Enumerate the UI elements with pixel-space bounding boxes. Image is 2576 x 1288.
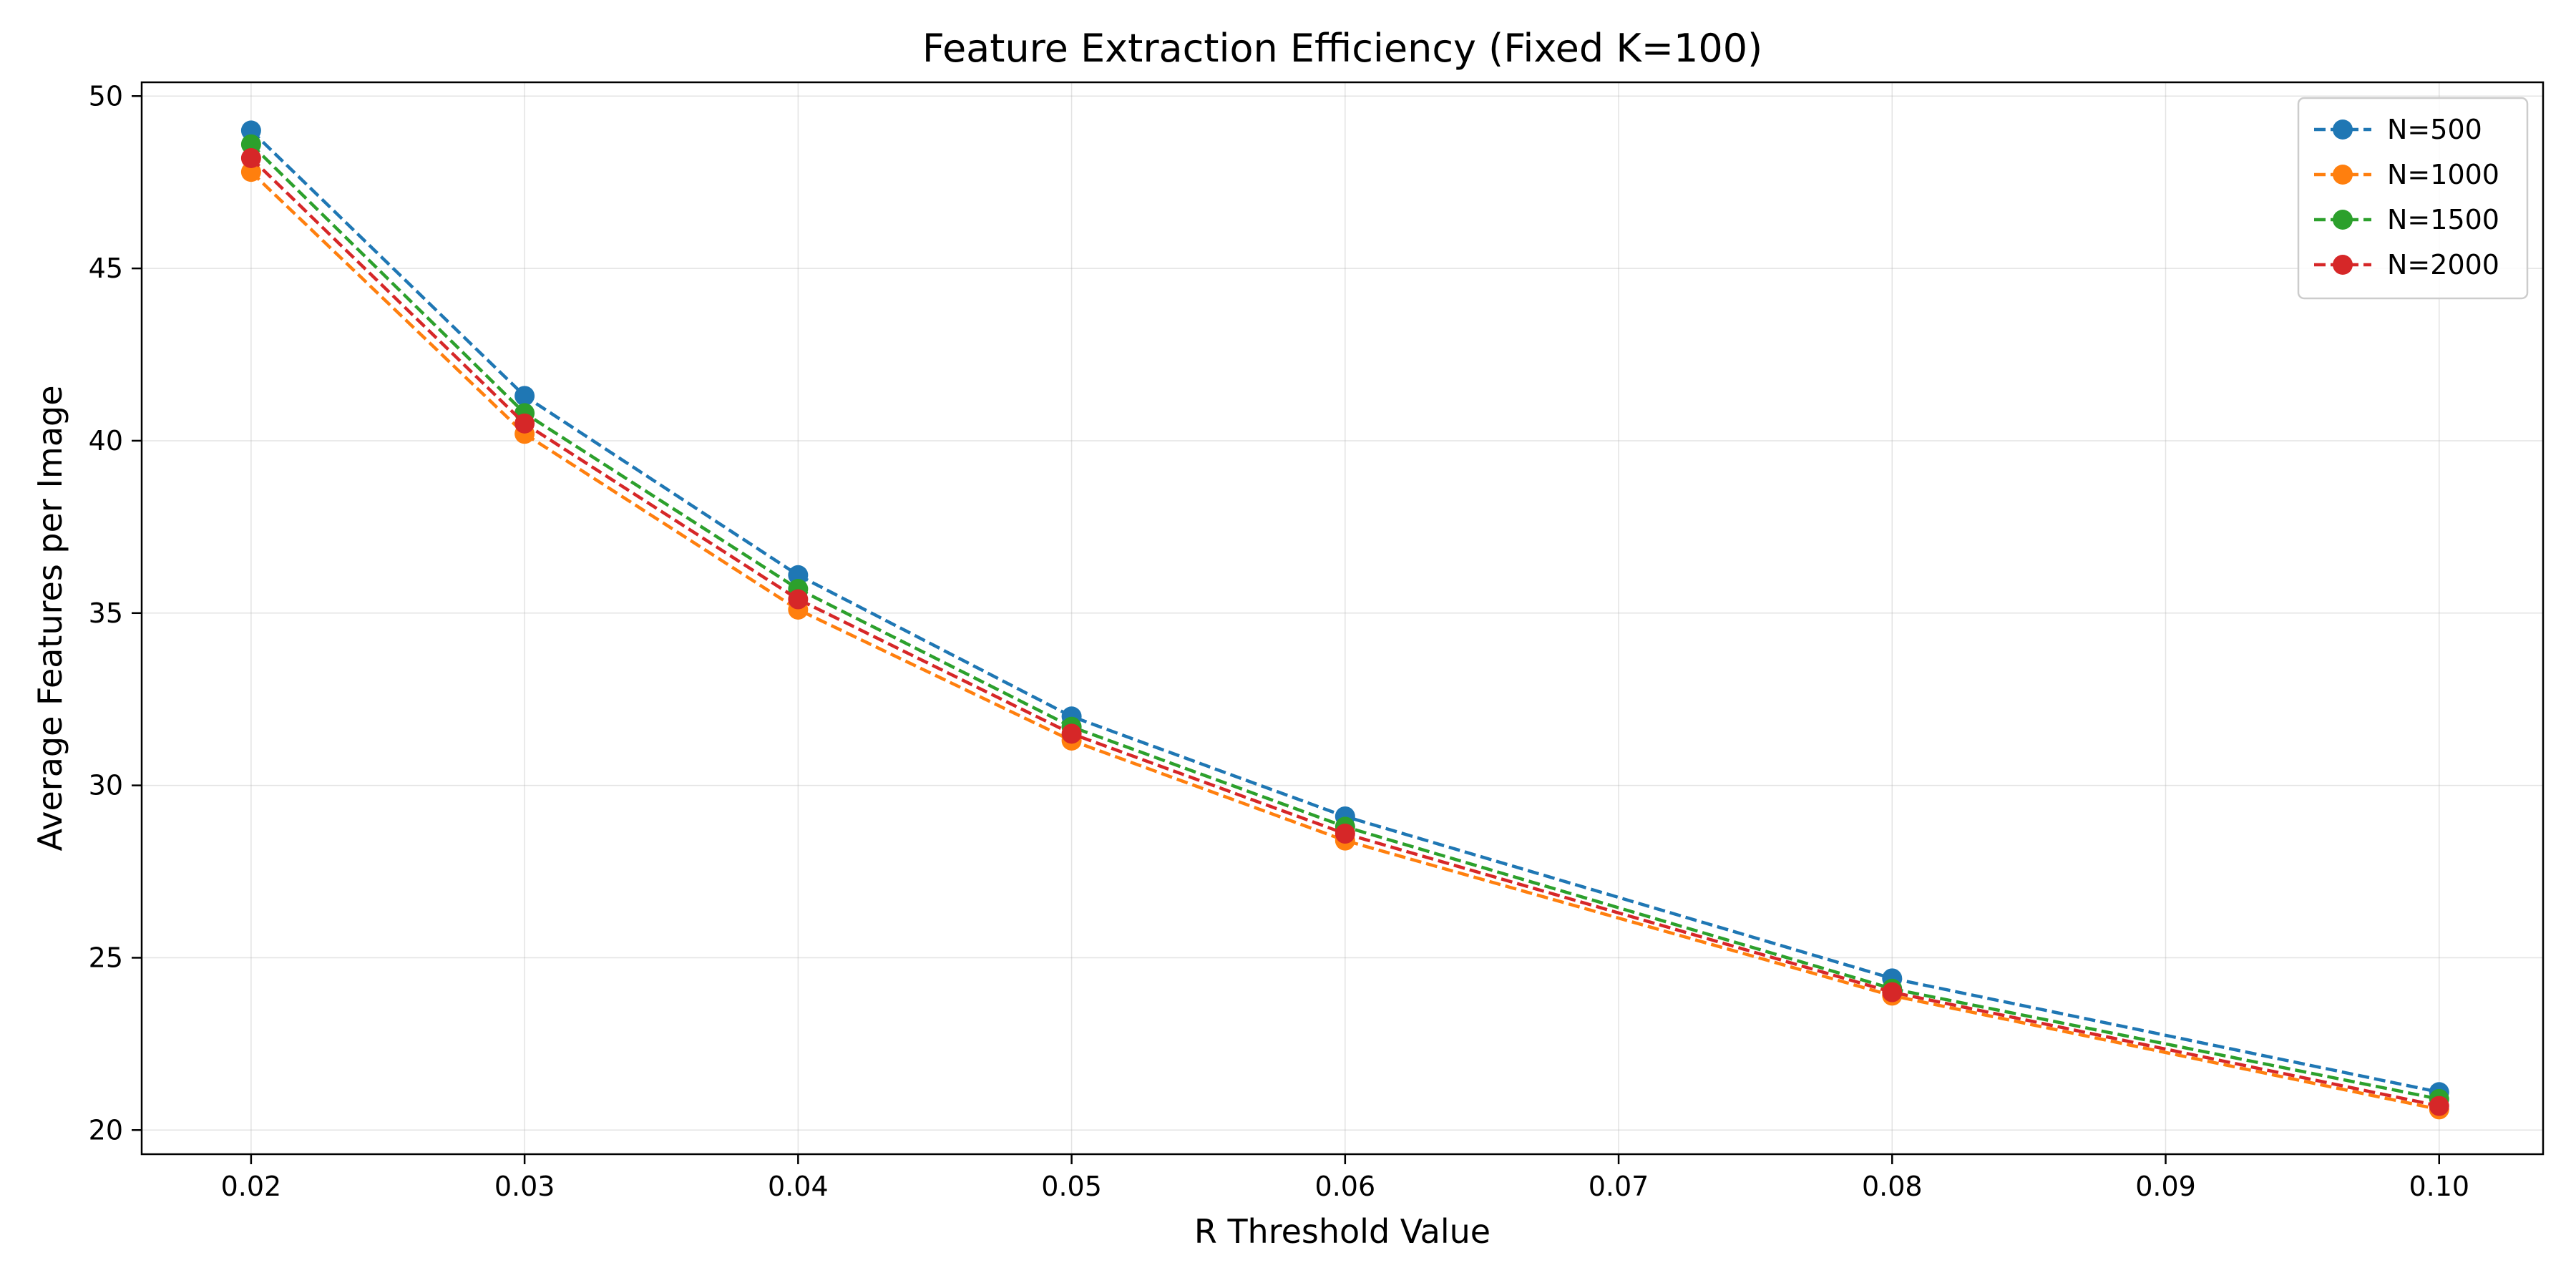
y-tick-label: 40 xyxy=(89,425,123,457)
legend-box xyxy=(2297,97,2529,300)
plot-series xyxy=(240,120,2449,1120)
data-point-n-500 xyxy=(514,386,535,406)
data-point-n-2000 xyxy=(2429,1096,2449,1116)
y-tick-label: 45 xyxy=(89,253,123,284)
x-tick-label: 0.10 xyxy=(2409,1171,2469,1202)
x-tick-label: 0.04 xyxy=(768,1171,829,1202)
legend-item: N=2000 xyxy=(2314,249,2499,280)
legend-item: N=1500 xyxy=(2314,204,2499,235)
data-point-n-2000 xyxy=(514,413,535,434)
y-tick-label: 25 xyxy=(89,942,123,973)
x-tick-label: 0.09 xyxy=(2135,1171,2196,1202)
data-point-n-1000 xyxy=(240,162,261,182)
legend-marker xyxy=(2333,255,2353,275)
chart-title: Feature Extraction Efficiency (Fixed K=1… xyxy=(922,26,1762,71)
data-point-n-1500 xyxy=(240,134,261,155)
y-tick-label: 35 xyxy=(89,597,123,629)
legend-marker xyxy=(2333,165,2353,185)
grid-lines xyxy=(142,82,2543,1154)
legend-label: N=1500 xyxy=(2387,204,2499,235)
data-point-n-2000 xyxy=(788,589,809,610)
legend-item: N=500 xyxy=(2314,114,2482,145)
x-axis-ticks: 0.02 0.03 0.04 0.05 0.06 0.07 0.08 0.09 0.10 xyxy=(221,1154,2469,1202)
y-tick-label: 50 xyxy=(89,80,123,112)
data-point-n-2000 xyxy=(1335,824,1355,844)
series-n-2000 xyxy=(240,147,2449,1116)
legend-marker xyxy=(2333,119,2353,140)
x-tick-label: 0.06 xyxy=(1315,1171,1376,1202)
x-tick-label: 0.08 xyxy=(1862,1171,1923,1202)
data-point-n-2000 xyxy=(240,147,261,168)
data-point-n-2000 xyxy=(1882,982,1903,1002)
legend-marker xyxy=(2333,210,2353,230)
x-axis-label: R Threshold Value xyxy=(1194,1212,1491,1251)
legend-label: N=1000 xyxy=(2387,159,2499,190)
data-point-n-2000 xyxy=(1061,723,1082,744)
axes-frame xyxy=(140,81,2545,1156)
legend: N=500 N=1000 N=1500 N=2000 xyxy=(2297,97,2529,300)
y-axis-ticks: 20 25 30 35 40 45 50 xyxy=(89,80,142,1146)
y-tick-label: 30 xyxy=(89,770,123,801)
x-tick-label: 0.05 xyxy=(1041,1171,1102,1202)
legend-item: N=1000 xyxy=(2314,159,2499,190)
y-tick-label: 20 xyxy=(89,1114,123,1146)
legend-label: N=2000 xyxy=(2387,249,2499,280)
x-tick-label: 0.07 xyxy=(1589,1171,1649,1202)
x-tick-label: 0.03 xyxy=(494,1171,555,1202)
legend-label: N=500 xyxy=(2387,114,2482,145)
x-tick-label: 0.02 xyxy=(221,1171,282,1202)
data-point-n-500 xyxy=(788,565,809,585)
data-point-n-500 xyxy=(240,120,261,141)
y-axis-label: Average Features per Image xyxy=(31,385,69,851)
